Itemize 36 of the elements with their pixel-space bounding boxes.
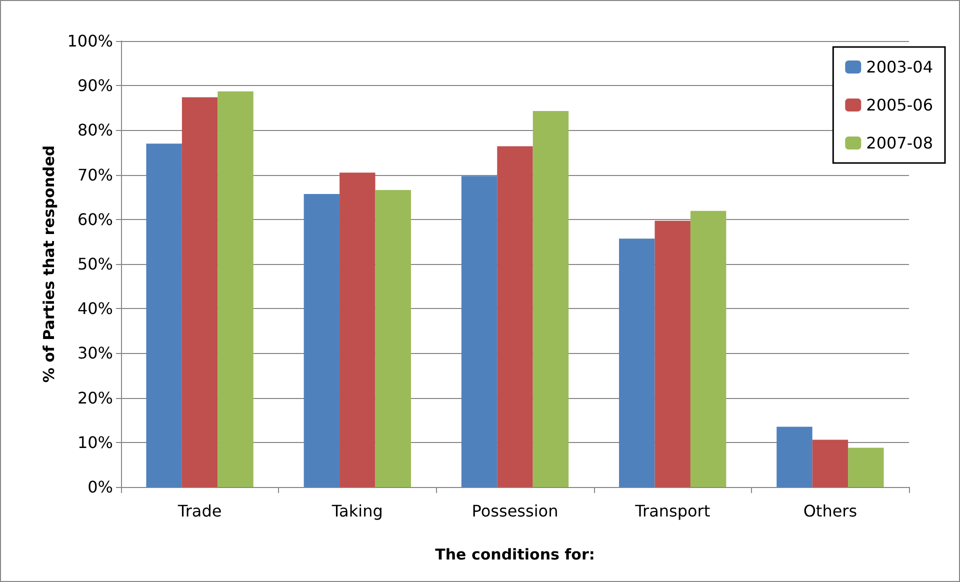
bar [218, 91, 254, 487]
x-tick-label: Taking [330, 502, 383, 520]
bar [340, 172, 376, 487]
y-tick-label: 80% [77, 120, 113, 140]
y-axis-title: % of Parties that responded [40, 145, 58, 383]
legend-label: 2005-06 [866, 96, 934, 114]
bar [812, 440, 848, 487]
bar [532, 111, 569, 487]
y-tick-label: 50% [77, 254, 113, 274]
y-tick-label: 30% [77, 344, 113, 363]
y-tick-label: 20% [77, 388, 113, 408]
y-tick-label: 10% [77, 432, 113, 452]
legend-label: 2003-04 [866, 58, 934, 76]
y-tick-label: 40% [77, 299, 113, 318]
bar [304, 194, 340, 487]
bar [690, 210, 726, 487]
bar [182, 97, 218, 487]
x-axis-title: The conditions for: [435, 546, 595, 564]
y-tick-label: 60% [77, 210, 113, 229]
bar [497, 146, 533, 487]
bar [375, 190, 411, 487]
y-tick-label: 100% [67, 32, 113, 50]
bar [146, 144, 182, 487]
y-tick-label: 0% [88, 478, 113, 496]
legend-label: 2007-08 [866, 134, 934, 152]
bar [461, 176, 498, 487]
y-tick-label: 70% [77, 165, 113, 184]
bar [848, 448, 884, 487]
bar [776, 426, 812, 487]
bar [654, 220, 690, 487]
x-tick-label: Trade [176, 502, 222, 520]
x-tick-label: Others [803, 502, 858, 520]
y-tick-label: 90% [77, 76, 113, 96]
x-tick-label: Transport [634, 502, 710, 520]
x-tick-label: Possession [472, 502, 558, 520]
bar [619, 238, 655, 487]
